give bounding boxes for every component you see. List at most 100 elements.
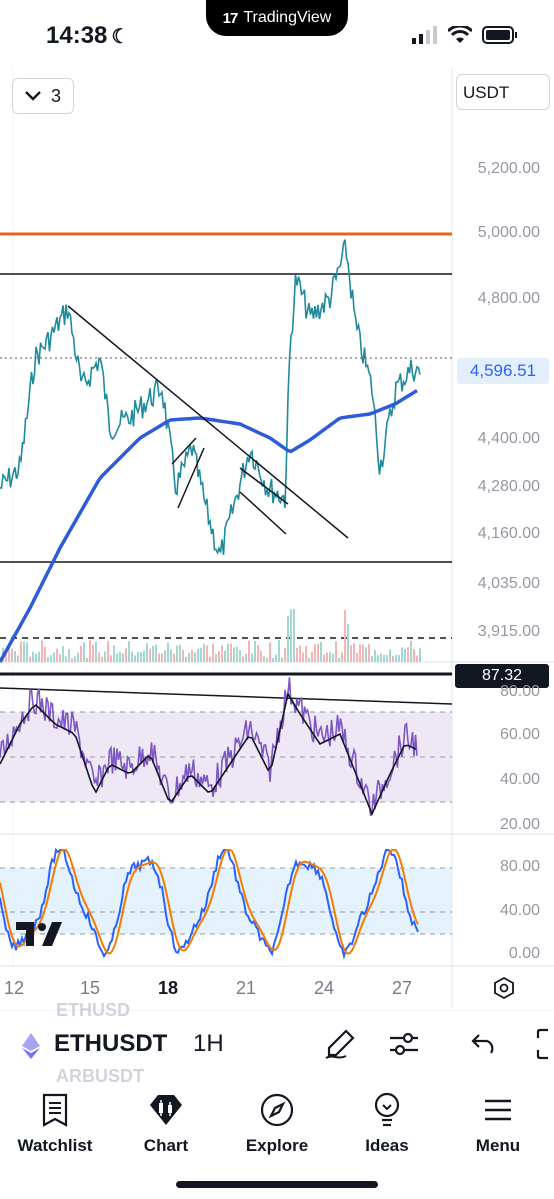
bottom-navigation: Watchlist Chart Explore Ideas Menu	[0, 1082, 554, 1199]
volume-bar	[29, 656, 31, 662]
nav-explore[interactable]: Explore	[227, 1090, 327, 1156]
volume-bar	[14, 651, 16, 662]
nav-label: Watchlist	[17, 1136, 93, 1155]
volume-bar	[332, 653, 334, 662]
nav-menu[interactable]: Menu	[448, 1090, 548, 1156]
menu-icon	[485, 1099, 511, 1121]
battery-icon	[482, 26, 517, 44]
indicators-button[interactable]	[386, 1026, 422, 1062]
chevron-down-icon	[25, 91, 41, 101]
flag-line-2[interactable]	[177, 447, 205, 509]
interval-count-button[interactable]: 3	[12, 78, 74, 114]
rsi-ma-line	[0, 691, 417, 817]
volume-bar	[230, 643, 232, 662]
fullscreen-button[interactable]	[530, 1026, 554, 1062]
volume-bar	[314, 644, 316, 662]
volume-bar	[392, 656, 394, 662]
volume-bar	[104, 651, 106, 662]
nav-label: Explore	[245, 1136, 309, 1155]
volume-bar	[32, 651, 34, 662]
interval-count: 3	[50, 85, 61, 106]
indicators-icon	[390, 1032, 418, 1056]
wedge-line-1[interactable]	[239, 467, 289, 505]
watchlist-icon	[42, 1093, 68, 1127]
volume-bar	[50, 655, 52, 662]
volume-bar	[356, 652, 358, 662]
tradingview-logo-icon: 17	[222, 9, 239, 27]
status-icons	[412, 26, 518, 44]
volume-bar	[194, 652, 196, 662]
trendline-descending[interactable]	[67, 305, 349, 539]
volume-bar	[80, 645, 82, 662]
symbol-bar	[0, 1010, 554, 1080]
volume-bar	[188, 652, 190, 662]
volume-bar	[218, 651, 220, 662]
volume-bar	[125, 648, 127, 662]
symbol-interval[interactable]: 1H	[193, 1030, 224, 1057]
volume-bar	[383, 655, 385, 662]
volume-bar	[191, 649, 193, 662]
volume-bar	[92, 644, 94, 662]
volume-bar	[137, 652, 139, 662]
volume-bar	[173, 653, 175, 662]
stoch-tick: 40.00	[499, 902, 540, 919]
volume-bar	[245, 653, 247, 662]
volume-bar	[266, 657, 268, 662]
current-price-badge: 4,596.51	[457, 358, 549, 384]
volume-bar	[215, 653, 217, 662]
ghost-symbol-below[interactable]: ARBUSDT	[56, 1066, 144, 1086]
rsi-trendline[interactable]	[0, 687, 453, 705]
wifi-icon	[448, 26, 472, 43]
wedge-line-2[interactable]	[239, 491, 287, 535]
volume-bar	[152, 645, 154, 662]
nav-chart[interactable]: Chart	[116, 1090, 216, 1156]
volume-bar	[416, 655, 418, 662]
currency-selector[interactable]: USDT	[456, 74, 550, 110]
volume-bar	[410, 640, 412, 662]
volume-bar	[272, 657, 274, 662]
volume-bar	[47, 657, 49, 662]
chart-area[interactable]	[0, 68, 554, 1008]
volume-bar	[185, 656, 187, 662]
volume-bar	[161, 653, 163, 662]
volume-bar	[362, 644, 364, 662]
symbol-name[interactable]: ETHUSDT	[54, 1030, 168, 1057]
nav-watchlist[interactable]: Watchlist	[5, 1090, 105, 1156]
ghost-symbol-above[interactable]: ETHUSD	[56, 1000, 131, 1020]
ideas-icon	[374, 1092, 400, 1127]
undo-button[interactable]	[466, 1026, 502, 1062]
price-tick: 5,200.00	[477, 160, 540, 177]
volume-bar	[131, 651, 133, 662]
volume-bar	[296, 647, 298, 662]
volume-bar	[404, 648, 406, 662]
volume-bar	[260, 650, 262, 662]
rsi-tick: 40.00	[499, 771, 540, 788]
volume-bar	[119, 652, 121, 662]
nav-ideas[interactable]: Ideas	[337, 1090, 437, 1156]
volume-bar	[389, 649, 391, 662]
volume-bar	[95, 641, 97, 662]
volume-bar	[251, 653, 253, 662]
volume-bar	[305, 646, 307, 662]
volume-bar	[35, 653, 37, 662]
draw-button[interactable]	[322, 1026, 358, 1062]
chart-canvas[interactable]	[0, 68, 554, 1008]
volume-bar	[98, 652, 100, 662]
flag-line-1[interactable]	[171, 437, 197, 465]
volume-bar	[122, 653, 124, 662]
fullscreen-icon	[536, 1028, 548, 1060]
volume-bar	[350, 645, 352, 662]
volume-bar	[227, 643, 229, 662]
volume-bar	[113, 645, 115, 662]
stoch-tick: 0.00	[508, 945, 540, 962]
tradingview-watermark-icon	[16, 922, 62, 946]
volume-bar	[269, 642, 271, 662]
volume-bar	[302, 652, 304, 662]
volume-bar	[200, 648, 202, 662]
volume-bar	[311, 652, 313, 662]
chart-settings-icon[interactable]	[492, 976, 516, 1000]
volume-bar	[146, 643, 148, 662]
volume-bar	[320, 641, 322, 662]
volume-bar	[26, 642, 28, 662]
nav-label: Chart	[143, 1136, 189, 1155]
